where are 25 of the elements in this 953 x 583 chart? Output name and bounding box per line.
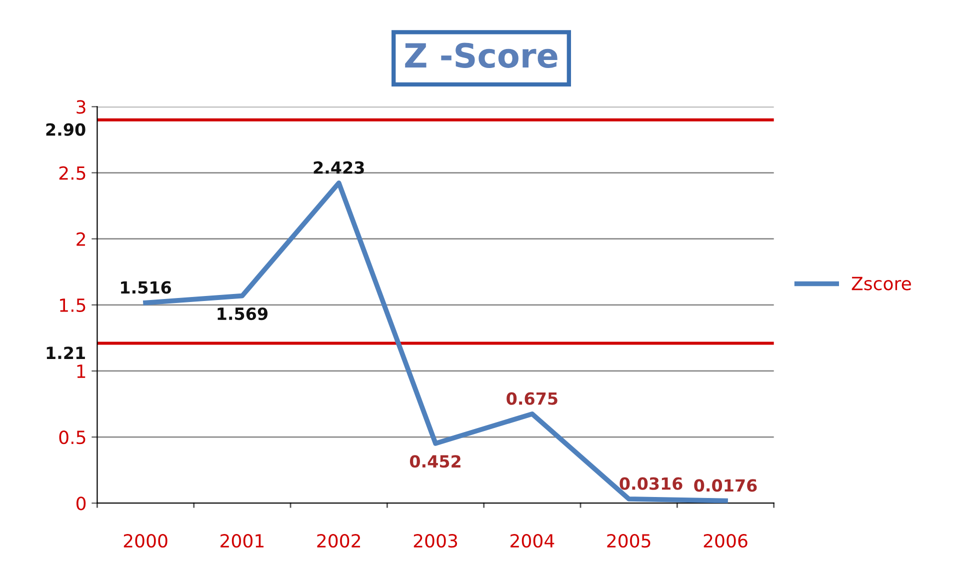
ref-line-label: 2.90 <box>46 123 86 136</box>
ref-line-label: 1.21 <box>46 346 85 359</box>
y-tick-label: 2.5 <box>59 166 86 180</box>
x-tick-label: 2003 <box>414 534 458 548</box>
x-tick-label: 2006 <box>704 534 748 548</box>
y-tick-label: 0 <box>76 496 86 510</box>
data-label: 0.675 <box>506 392 558 405</box>
x-tick-label: 2000 <box>124 534 168 548</box>
data-label: 1.569 <box>218 307 268 320</box>
x-tick-label: 2004 <box>510 534 554 548</box>
y-tick-label: 3 <box>76 100 86 114</box>
x-tick-label: 2002 <box>317 534 360 548</box>
y-tick-label: 2 <box>76 232 85 246</box>
legend-label: Zscore <box>852 276 911 290</box>
chart-title: Z -Score <box>405 42 558 68</box>
data-label: 0.0176 <box>694 479 757 492</box>
y-tick-label: 0.5 <box>59 430 86 444</box>
data-label: 2.423 <box>314 161 364 174</box>
data-label: 0.0316 <box>620 477 682 490</box>
data-label: 0.452 <box>410 455 460 468</box>
x-tick-label: 2001 <box>220 534 264 548</box>
y-tick-label: 1.5 <box>60 298 86 312</box>
data-label: 1.516 <box>121 281 171 294</box>
x-tick-label: 2005 <box>607 534 650 548</box>
y-tick-label: 1 <box>77 364 86 378</box>
